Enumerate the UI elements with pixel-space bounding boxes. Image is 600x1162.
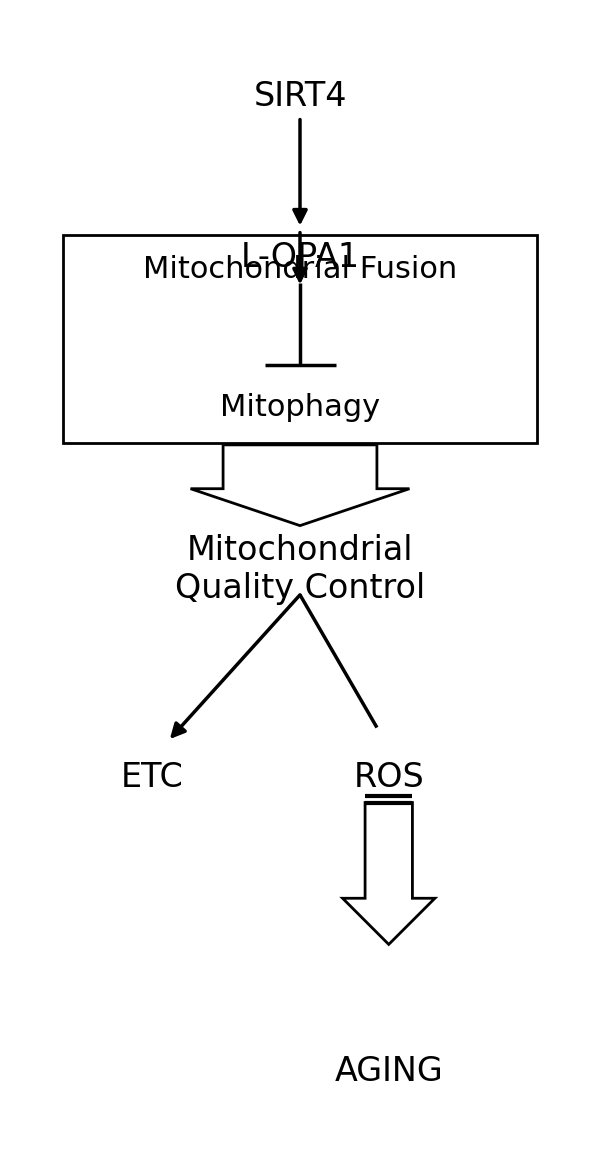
Polygon shape bbox=[343, 803, 435, 945]
Bar bbox=[64, 235, 536, 443]
Text: Mitochondrial Fusion: Mitochondrial Fusion bbox=[143, 254, 457, 284]
Text: ROS: ROS bbox=[353, 761, 424, 794]
Text: ETC: ETC bbox=[121, 761, 184, 794]
Text: Mitophagy: Mitophagy bbox=[220, 394, 380, 423]
Text: L-OPA1: L-OPA1 bbox=[241, 242, 359, 274]
Text: AGING: AGING bbox=[334, 1055, 443, 1088]
Text: Mitochondrial
Quality Control: Mitochondrial Quality Control bbox=[175, 533, 425, 605]
Polygon shape bbox=[191, 445, 409, 525]
Text: SIRT4: SIRT4 bbox=[253, 80, 347, 113]
